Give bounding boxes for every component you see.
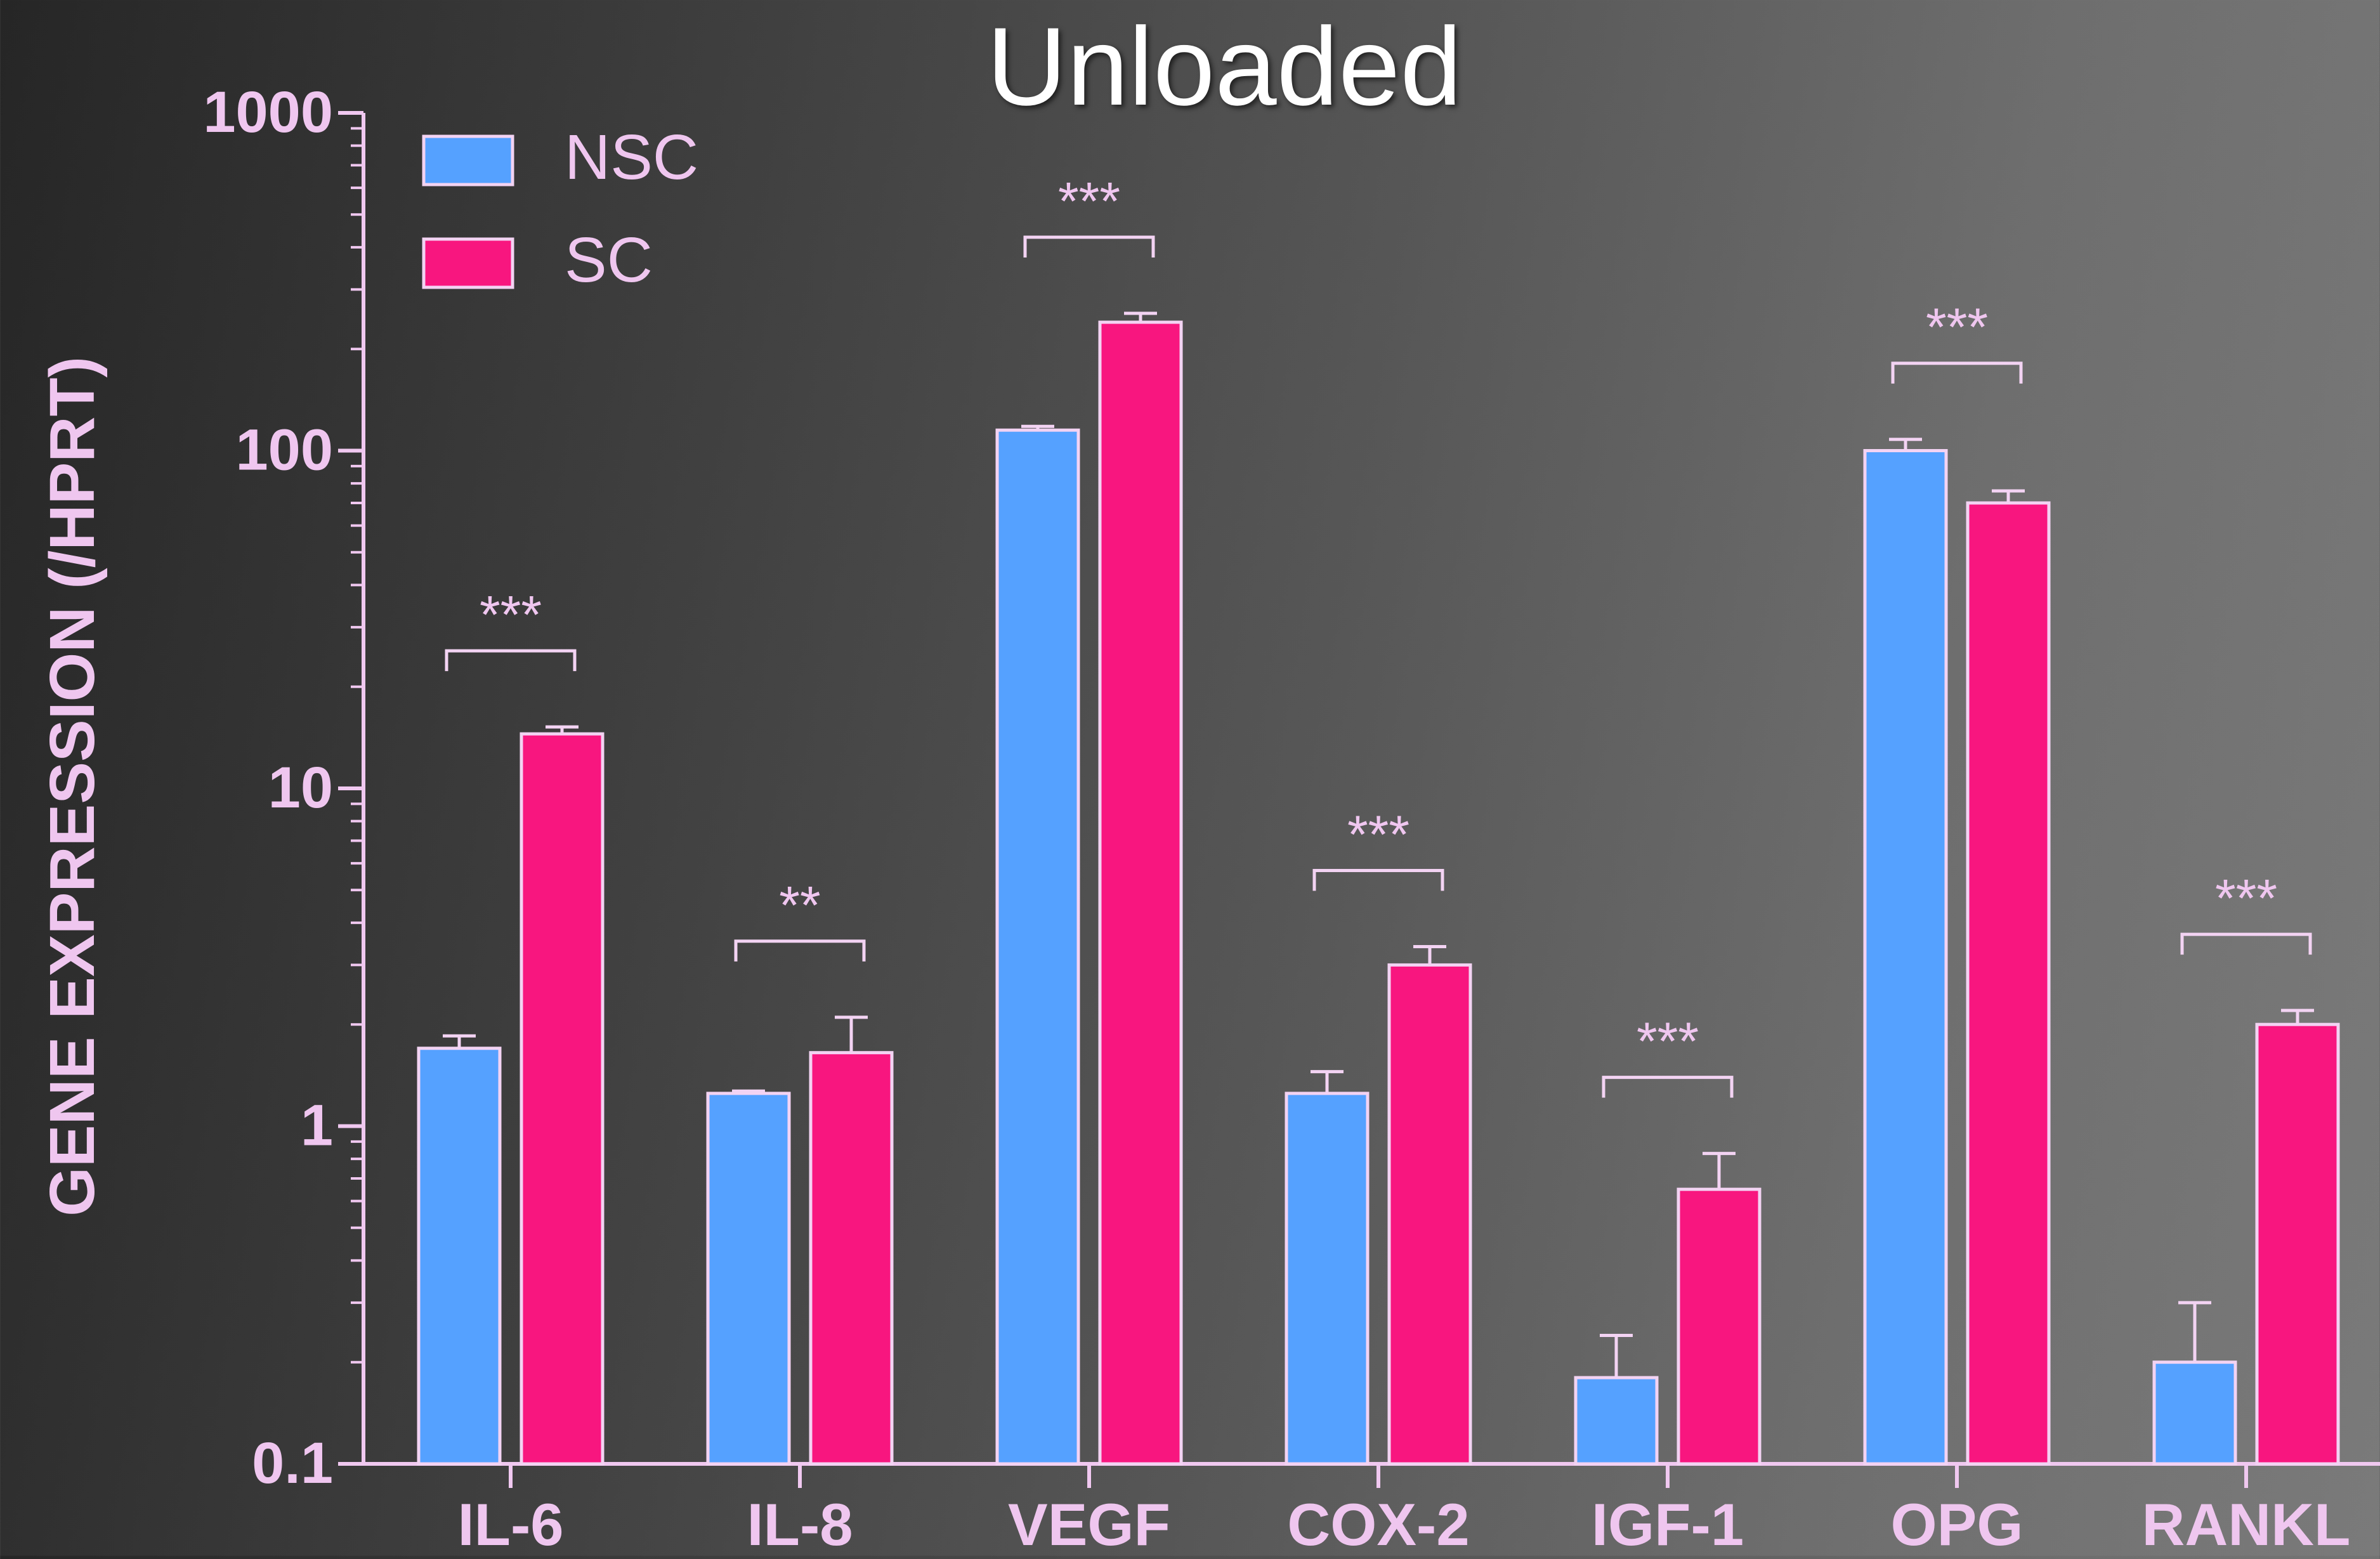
sc-bar [1966,501,2051,1466]
significance-bracket [1602,1076,1734,1098]
significance-label: *** [1058,171,1120,231]
bars [417,311,2340,1466]
y-tick-label: 100 [236,418,334,483]
significance-label: *** [480,585,542,644]
x-tick-label: VEGF [1008,1491,1170,1556]
significance-label: *** [1926,297,1988,357]
x-tick-label: OPG [1891,1491,2024,1556]
x-tick-label: IGF-1 [1592,1491,1744,1556]
significance-bracket [2180,932,2312,955]
significance-bracket [1312,868,1444,891]
significance-label: *** [1347,804,1409,864]
sc-bar [1677,1187,1762,1466]
nsc-bar [706,1092,791,1466]
sc-bar [1098,320,1183,1466]
significance-marks: ******************** [445,171,2312,1098]
sc-bar [520,732,605,1466]
y-tick-label: 1 [301,1093,333,1158]
legend: NSC SC [422,122,698,296]
sc-bar [2255,1022,2340,1466]
significance-label: ** [779,875,820,935]
axes: 0.1 1 10 100 1000 IL-6 IL-8 VEGF COX-2 IGF-1 OPG RA… [203,80,2380,1558]
nsc-bar [417,1047,502,1466]
legend-swatch [422,237,514,289]
sc-bar [1387,963,1472,1466]
significance-label: *** [1637,1012,1699,1071]
legend-swatch [422,134,514,186]
x-tick-label: COX-2 [1287,1491,1469,1556]
x-tick-label: IL-6 [457,1491,563,1556]
y-tick-label: 1000 [203,80,333,145]
sc-bar [809,1051,894,1466]
y-tick-label: 10 [268,755,333,820]
nsc-bar [1285,1092,1370,1466]
x-tick-label: IL-8 [747,1491,853,1556]
y-tick-label: 0.1 [252,1431,333,1496]
legend-label: NSC [565,122,698,193]
nsc-bar [995,428,1080,1466]
legend-label: SC [565,225,653,296]
nsc-bar [1574,1376,1659,1466]
nsc-bar [2152,1360,2237,1466]
y-axis-label: GENE EXPRESSION (/HPRT) [37,356,108,1217]
x-tick-label: RANKL [2142,1491,2351,1556]
nsc-bar [1863,449,1948,1466]
significance-bracket [445,649,577,672]
chart-title: Unloaded [986,5,1461,129]
significance-bracket [1023,235,1155,258]
significance-label: *** [2215,868,2277,928]
significance-bracket [1891,362,2023,384]
significance-bracket [734,939,866,962]
